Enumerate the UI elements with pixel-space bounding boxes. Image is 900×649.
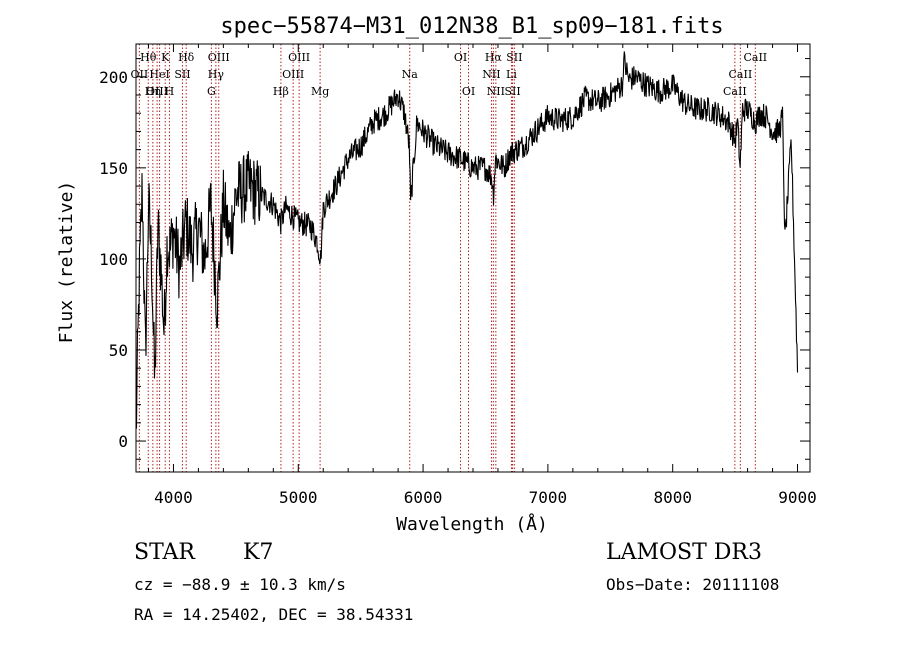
spectrum-series (135, 51, 799, 429)
y-tick-label: 100 (99, 250, 128, 269)
y-tick-label: 50 (109, 341, 128, 360)
x-axis: 4000 5000 6000 7000 8000 9000 (147, 44, 817, 507)
survey-name: LAMOST DR3 (606, 540, 762, 565)
x-tick-label: 7000 (529, 488, 568, 507)
marker-label: OIII (146, 85, 168, 98)
marker-label: Hδ (178, 51, 195, 64)
marker-label: OIII (288, 51, 310, 64)
marker-label: OIII (282, 68, 304, 81)
marker-label: CaII (723, 85, 747, 98)
x-tick-label: 8000 (653, 488, 692, 507)
marker-label: CaII (743, 51, 767, 64)
object-subclass: K7 (243, 540, 273, 565)
marker-label: SII (506, 51, 522, 64)
marker-label: NII (487, 85, 505, 98)
marker-label: K (161, 51, 170, 64)
marker-label: HeI (149, 68, 169, 81)
marker-label: Hα (485, 51, 503, 64)
marker-label: G (207, 85, 216, 98)
spectrum-line (135, 51, 799, 429)
obs-date: Obs−Date: 20111108 (606, 575, 779, 594)
ra-dec: RA = 14.25402, DEC = 38.54331 (134, 605, 413, 624)
x-axis-label: Wavelength (Å) (396, 513, 548, 535)
x-tick-label: 4000 (154, 488, 193, 507)
marker-label: H (165, 85, 175, 98)
y-tick-label: 150 (99, 159, 128, 178)
marker-label: CaII (729, 68, 753, 81)
object-class: STAR (134, 540, 196, 565)
marker-label: NII (482, 68, 500, 81)
marker-label: Na (402, 68, 419, 81)
marker-label: Hη (145, 85, 161, 98)
marker-label: OII (131, 68, 149, 81)
x-tick-label: 5000 (279, 488, 318, 507)
marker-label: OI (454, 51, 467, 64)
x-tick-label: 6000 (404, 488, 443, 507)
x-tick-label: 9000 (778, 488, 817, 507)
marker-label: SII (504, 85, 520, 98)
marker-label: Hγ (208, 68, 225, 81)
marker-label: SII (174, 68, 190, 81)
chart-title: spec−55874−M31_012N38_B1_sp09−181.fits (220, 14, 723, 39)
marker-label: Li (506, 68, 517, 81)
marker-label: OIII (208, 51, 230, 64)
y-tick-label: 0 (118, 432, 128, 451)
marker-label: Hβ (273, 85, 289, 98)
y-tick-label: 200 (99, 68, 128, 87)
y-axis: 0 50 100 150 200 (99, 58, 810, 460)
redshift-cz: cz = −88.9 ± 10.3 km/s (134, 575, 346, 594)
marker-label: Hθ (140, 51, 157, 64)
marker-label: Mg (311, 85, 329, 98)
y-axis-label: Flux (relative) (56, 181, 77, 344)
marker-label: OI (462, 85, 475, 98)
